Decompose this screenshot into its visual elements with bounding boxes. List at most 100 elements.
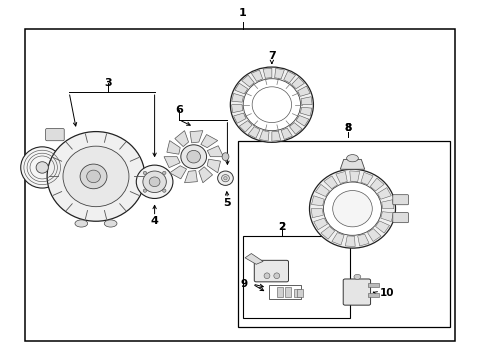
Polygon shape	[239, 121, 252, 132]
Ellipse shape	[47, 132, 145, 221]
Polygon shape	[340, 159, 365, 169]
Polygon shape	[382, 200, 394, 209]
FancyBboxPatch shape	[393, 195, 409, 205]
Ellipse shape	[143, 171, 166, 193]
Text: 4: 4	[150, 216, 159, 226]
Ellipse shape	[136, 165, 173, 198]
Polygon shape	[245, 253, 263, 264]
Polygon shape	[312, 196, 324, 206]
Polygon shape	[321, 226, 335, 239]
Polygon shape	[301, 97, 312, 105]
Bar	[297, 289, 303, 297]
Ellipse shape	[274, 273, 280, 279]
Ellipse shape	[333, 190, 372, 227]
Ellipse shape	[87, 170, 100, 183]
Polygon shape	[207, 146, 223, 157]
Ellipse shape	[143, 189, 147, 192]
Polygon shape	[324, 176, 338, 189]
Text: 2: 2	[278, 222, 285, 231]
Polygon shape	[164, 157, 180, 168]
Polygon shape	[345, 236, 355, 247]
Polygon shape	[207, 159, 220, 173]
Bar	[25, 30, 455, 341]
Ellipse shape	[252, 87, 292, 122]
Ellipse shape	[230, 67, 314, 142]
Text: 8: 8	[344, 123, 351, 133]
Polygon shape	[311, 209, 323, 218]
Polygon shape	[358, 234, 369, 246]
Polygon shape	[300, 107, 312, 116]
Ellipse shape	[104, 220, 117, 227]
Polygon shape	[314, 218, 327, 230]
Text: 9: 9	[241, 279, 247, 289]
Polygon shape	[316, 184, 329, 197]
Polygon shape	[370, 178, 384, 191]
Polygon shape	[251, 70, 263, 81]
Polygon shape	[377, 188, 392, 199]
FancyBboxPatch shape	[343, 279, 370, 305]
Polygon shape	[190, 131, 203, 143]
Ellipse shape	[187, 150, 200, 163]
Ellipse shape	[218, 171, 233, 185]
FancyBboxPatch shape	[393, 213, 409, 223]
Polygon shape	[167, 140, 180, 154]
Bar	[294, 289, 300, 297]
Ellipse shape	[163, 189, 166, 192]
Polygon shape	[297, 86, 310, 96]
Polygon shape	[272, 131, 281, 141]
Polygon shape	[263, 68, 272, 78]
Polygon shape	[170, 166, 187, 179]
Text: 8: 8	[344, 123, 351, 133]
Ellipse shape	[354, 274, 361, 279]
Polygon shape	[235, 83, 247, 94]
Polygon shape	[232, 105, 243, 113]
Ellipse shape	[264, 273, 270, 279]
Polygon shape	[199, 167, 213, 183]
Polygon shape	[375, 221, 390, 233]
FancyBboxPatch shape	[46, 129, 64, 141]
Polygon shape	[361, 172, 373, 185]
Polygon shape	[232, 93, 244, 102]
Bar	[368, 293, 379, 297]
Polygon shape	[259, 130, 269, 141]
Ellipse shape	[75, 220, 88, 227]
Ellipse shape	[149, 177, 160, 186]
Text: 1: 1	[239, 8, 246, 18]
Ellipse shape	[63, 146, 129, 207]
Ellipse shape	[80, 164, 107, 189]
Polygon shape	[284, 71, 295, 83]
Polygon shape	[332, 233, 344, 245]
Ellipse shape	[323, 182, 382, 235]
Ellipse shape	[21, 147, 64, 188]
Ellipse shape	[310, 169, 395, 248]
Polygon shape	[368, 229, 381, 242]
Text: 6: 6	[175, 105, 183, 115]
Bar	[270, 285, 301, 300]
Bar	[243, 235, 350, 318]
Polygon shape	[292, 77, 304, 89]
Ellipse shape	[181, 145, 207, 168]
Polygon shape	[336, 171, 347, 183]
Polygon shape	[234, 113, 246, 123]
Polygon shape	[350, 171, 360, 181]
Bar	[368, 283, 379, 287]
Polygon shape	[275, 68, 284, 79]
Ellipse shape	[221, 175, 229, 182]
Text: 5: 5	[223, 198, 231, 208]
Ellipse shape	[224, 177, 227, 180]
Polygon shape	[201, 135, 218, 148]
Ellipse shape	[243, 79, 300, 131]
Text: 10: 10	[379, 288, 394, 298]
Polygon shape	[290, 123, 302, 134]
Bar	[285, 287, 291, 297]
Ellipse shape	[143, 171, 147, 175]
Bar	[277, 287, 283, 297]
Ellipse shape	[163, 171, 166, 175]
Ellipse shape	[346, 154, 358, 162]
Polygon shape	[242, 75, 254, 87]
Polygon shape	[175, 131, 189, 147]
Polygon shape	[248, 127, 260, 138]
FancyBboxPatch shape	[254, 260, 289, 282]
Polygon shape	[185, 171, 197, 183]
Bar	[238, 140, 450, 327]
